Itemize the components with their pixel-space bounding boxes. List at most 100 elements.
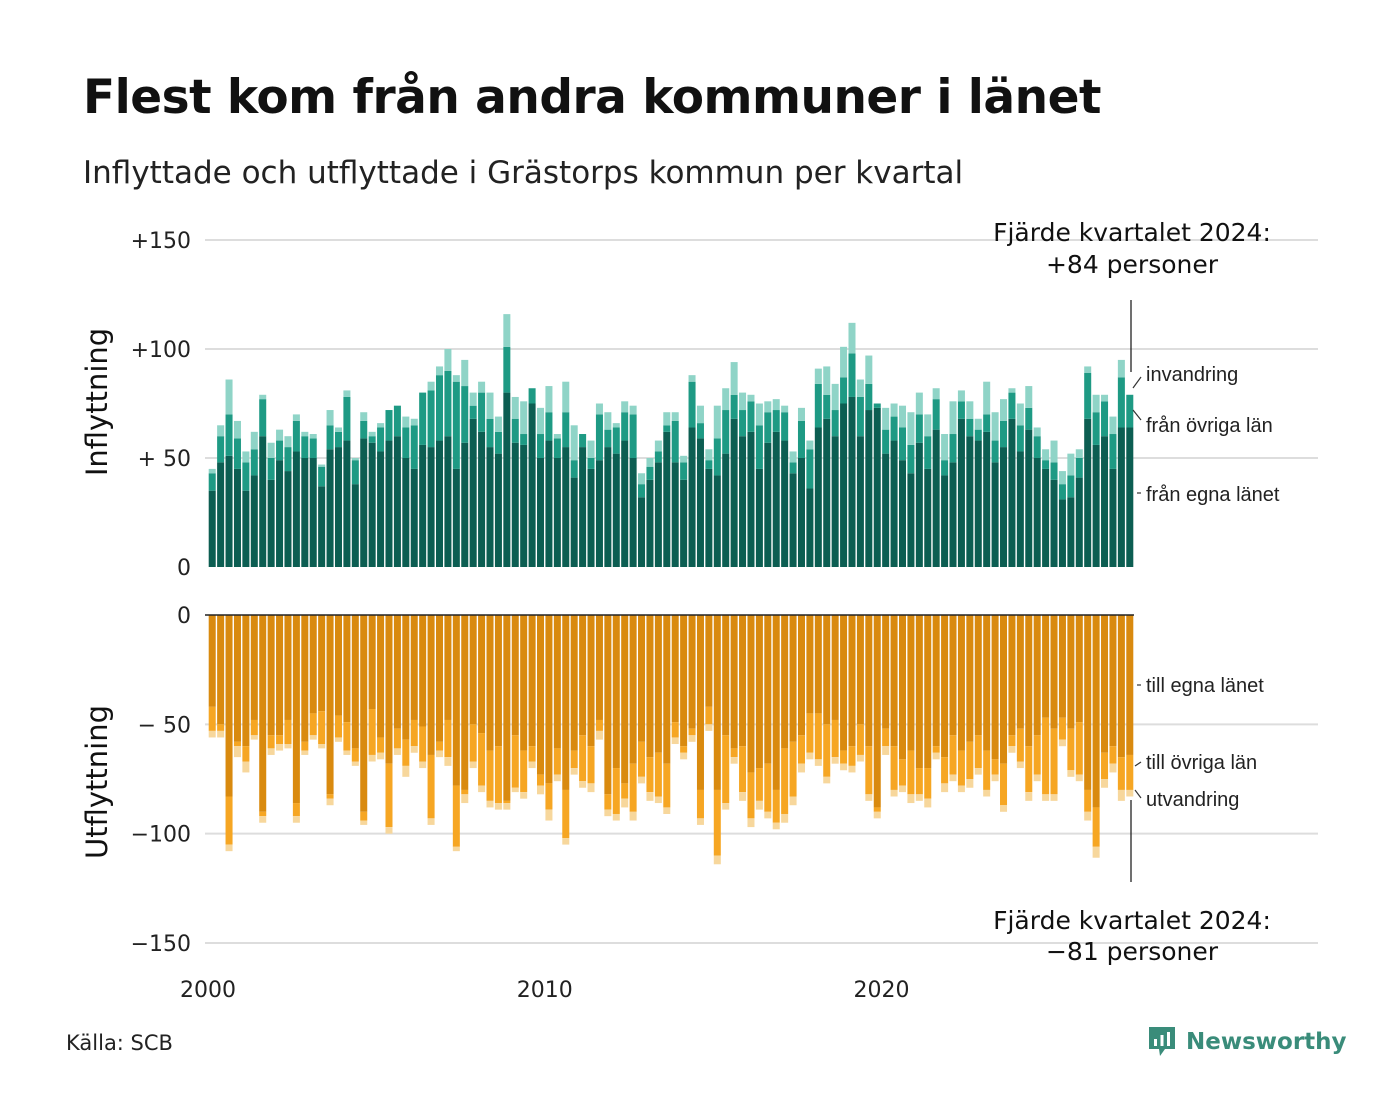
bar-inflow-segment (250, 449, 258, 476)
bar-outflow-segment (991, 759, 999, 775)
bar-outflow-segment (309, 615, 317, 714)
bar-inflow-segment (1050, 462, 1058, 480)
bar-inflow-segment (259, 436, 267, 567)
bar-outflow-segment (1008, 615, 1016, 736)
bar-outflow-segment (663, 807, 671, 814)
bar-inflow-segment (1126, 427, 1134, 567)
bar-inflow-segment (898, 427, 907, 461)
bar-inflow-segment (1067, 453, 1075, 476)
bar-inflow-segment (486, 447, 494, 567)
bar-outflow-segment (629, 615, 637, 764)
bar-inflow-segment (267, 479, 275, 567)
inflow-bars (208, 314, 1134, 567)
brand-logo[interactable]: Newsworthy (1146, 1024, 1347, 1060)
bar-inflow-segment (469, 418, 477, 567)
bar-outflow-segment (537, 774, 545, 786)
bar-inflow-segment (730, 418, 738, 567)
bar-inflow-segment (890, 403, 898, 417)
bar-outflow-segment (941, 757, 949, 784)
bar-inflow-segment (377, 423, 385, 428)
bar-inflow-segment (873, 403, 881, 408)
bar-outflow-segment (528, 615, 536, 747)
bar-inflow-segment (528, 403, 536, 567)
bar-inflow-segment (974, 429, 982, 441)
bar-inflow-segment (562, 381, 570, 413)
bar-inflow-segment (1075, 449, 1083, 458)
bar-outflow-segment (537, 785, 545, 795)
bar-outflow-segment (638, 741, 646, 777)
bar-inflow-segment (941, 460, 949, 476)
bar-outflow-segment (435, 615, 444, 742)
bar-outflow-segment (1117, 789, 1125, 801)
bar-outflow-segment (924, 615, 932, 769)
bar-inflow-segment (292, 414, 300, 421)
bar-outflow-segment (494, 746, 502, 804)
bar-outflow-segment (587, 783, 595, 793)
bar-inflow-segment (932, 388, 940, 400)
bar-outflow-segment (393, 615, 401, 729)
bar-outflow-segment (755, 615, 763, 769)
bar-inflow-segment (553, 434, 561, 439)
bar-outflow-segment (974, 768, 982, 775)
bar-inflow-segment (797, 458, 805, 567)
bar-outflow-segment (671, 615, 679, 723)
bar-outflow-segment (528, 761, 536, 769)
bar-outflow-segment (806, 713, 814, 753)
bar-outflow-segment (461, 794, 469, 804)
bar-outflow-segment (444, 719, 452, 758)
bar-inflow-segment (646, 479, 654, 567)
bar-outflow-segment (898, 785, 907, 793)
bar-inflow-segment (730, 362, 738, 395)
bar-inflow-segment (343, 440, 351, 567)
bar-outflow-segment (705, 724, 713, 731)
bar-inflow-segment (478, 431, 486, 567)
bar-outflow-segment (840, 750, 848, 764)
callout-inflow-heading: Fjärde kvartalet 2024: (993, 218, 1271, 247)
bar-inflow-segment (360, 438, 368, 567)
bar-inflow-segment (242, 462, 250, 491)
bar-inflow-segment (848, 353, 856, 397)
callout-inflow-value: +84 personer (1046, 250, 1219, 279)
bar-outflow-segment (393, 728, 401, 749)
bar-inflow-segment (722, 388, 730, 411)
bar-inflow-segment (537, 407, 545, 435)
bar-outflow-segment (713, 789, 721, 856)
bar-inflow-segment (435, 440, 444, 567)
bar-outflow-segment (621, 783, 629, 799)
bar-inflow-segment (1042, 460, 1050, 469)
bar-inflow-segment (570, 477, 578, 567)
bar-outflow-segment (1058, 615, 1066, 718)
bar-outflow-segment (570, 768, 578, 775)
bar-outflow-segment (233, 615, 241, 742)
bar-inflow-segment (865, 383, 873, 411)
bar-inflow-segment (1033, 427, 1041, 437)
bar-outflow-segment (848, 615, 856, 747)
bar-outflow-segment (1067, 615, 1075, 729)
bar-inflow-segment (1008, 418, 1016, 567)
bar-outflow-segment (1050, 794, 1058, 801)
y-tick-label: 0 (177, 604, 191, 629)
series-label-leader (1134, 789, 1142, 799)
bar-outflow-segment (957, 785, 965, 793)
bar-outflow-segment (941, 783, 949, 793)
bar-outflow-segment (250, 735, 258, 740)
bar-outflow-segment (873, 807, 881, 812)
bar-outflow-segment (932, 746, 940, 753)
bar-outflow-segment (1084, 811, 1092, 821)
brand-name: Newsworthy (1186, 1029, 1347, 1055)
bar-inflow-segment (284, 447, 292, 472)
bar-outflow-segment (991, 615, 999, 760)
bar-inflow-segment (309, 438, 317, 458)
bar-outflow-segment (570, 750, 578, 769)
bar-inflow-segment (713, 475, 721, 567)
bar-inflow-segment (949, 462, 957, 567)
bar-inflow-segment (461, 442, 469, 567)
bar-outflow-segment (604, 794, 612, 810)
bar-inflow-segment (545, 412, 553, 441)
bar-outflow-segment (781, 748, 789, 814)
bar-inflow-segment (301, 436, 309, 458)
bar-outflow-segment (806, 752, 814, 760)
bar-inflow-segment (351, 460, 359, 485)
bar-outflow-segment (217, 724, 225, 731)
bar-inflow-segment (326, 425, 334, 450)
